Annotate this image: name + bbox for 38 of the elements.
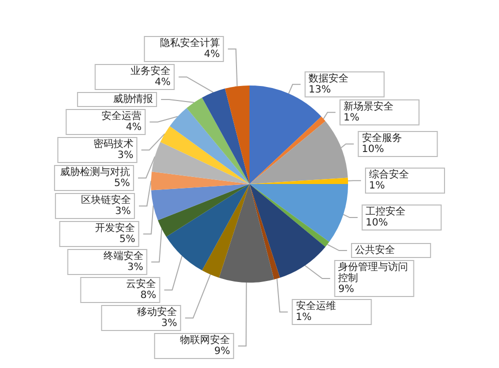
data-label: 1% (369, 180, 385, 192)
slice-label: 区块链安全 (80, 194, 131, 206)
data-label: 1% (296, 312, 312, 324)
slice-label: 综合安全 (369, 168, 410, 181)
data-label: 3% (115, 206, 131, 217)
data-label: 5% (114, 178, 130, 189)
slice-label: 安全运维 (296, 300, 336, 312)
data-label: 3% (127, 262, 144, 273)
slice-label: 威胁检测与对抗 (60, 166, 130, 178)
slice-label: 公共安全 (355, 244, 396, 256)
data-label: 4% (126, 122, 142, 133)
slice-label: 密码技术 (93, 138, 134, 150)
slice-label: 终端安全 (103, 250, 144, 262)
data-label: 1% (344, 112, 360, 124)
slice-label: 安全运营 (102, 110, 142, 122)
data-label: 10% (362, 144, 384, 156)
data-label: 3% (161, 318, 178, 329)
data-label: 10% (366, 218, 388, 229)
slice-label: 开发安全 (95, 222, 136, 234)
slice-label: 移动安全 (137, 306, 178, 318)
slice-label: 威胁情报 (113, 93, 154, 105)
slice-label: 安全服务 (362, 132, 402, 144)
slice-label: 业务安全 (130, 65, 171, 77)
slice-label: 工控安全 (366, 206, 406, 218)
slice-label: 物联网安全 (180, 334, 230, 346)
slice-label: 数据安全 (308, 72, 349, 84)
data-label: 9% (338, 284, 354, 296)
data-label: 4% (154, 77, 171, 88)
slice-label: 云安全 (126, 278, 156, 290)
slice-label: 隐私安全计算 (160, 37, 220, 49)
data-label: 4% (204, 49, 220, 60)
data-label: 13% (308, 84, 331, 96)
slice-label: 新场景安全 (344, 100, 394, 112)
data-label: 3% (117, 150, 134, 161)
data-label: 8% (140, 290, 156, 301)
data-label: 9% (214, 346, 230, 357)
data-label: 5% (119, 234, 136, 245)
slice-label: 身份管理与访问控制 (338, 261, 408, 284)
